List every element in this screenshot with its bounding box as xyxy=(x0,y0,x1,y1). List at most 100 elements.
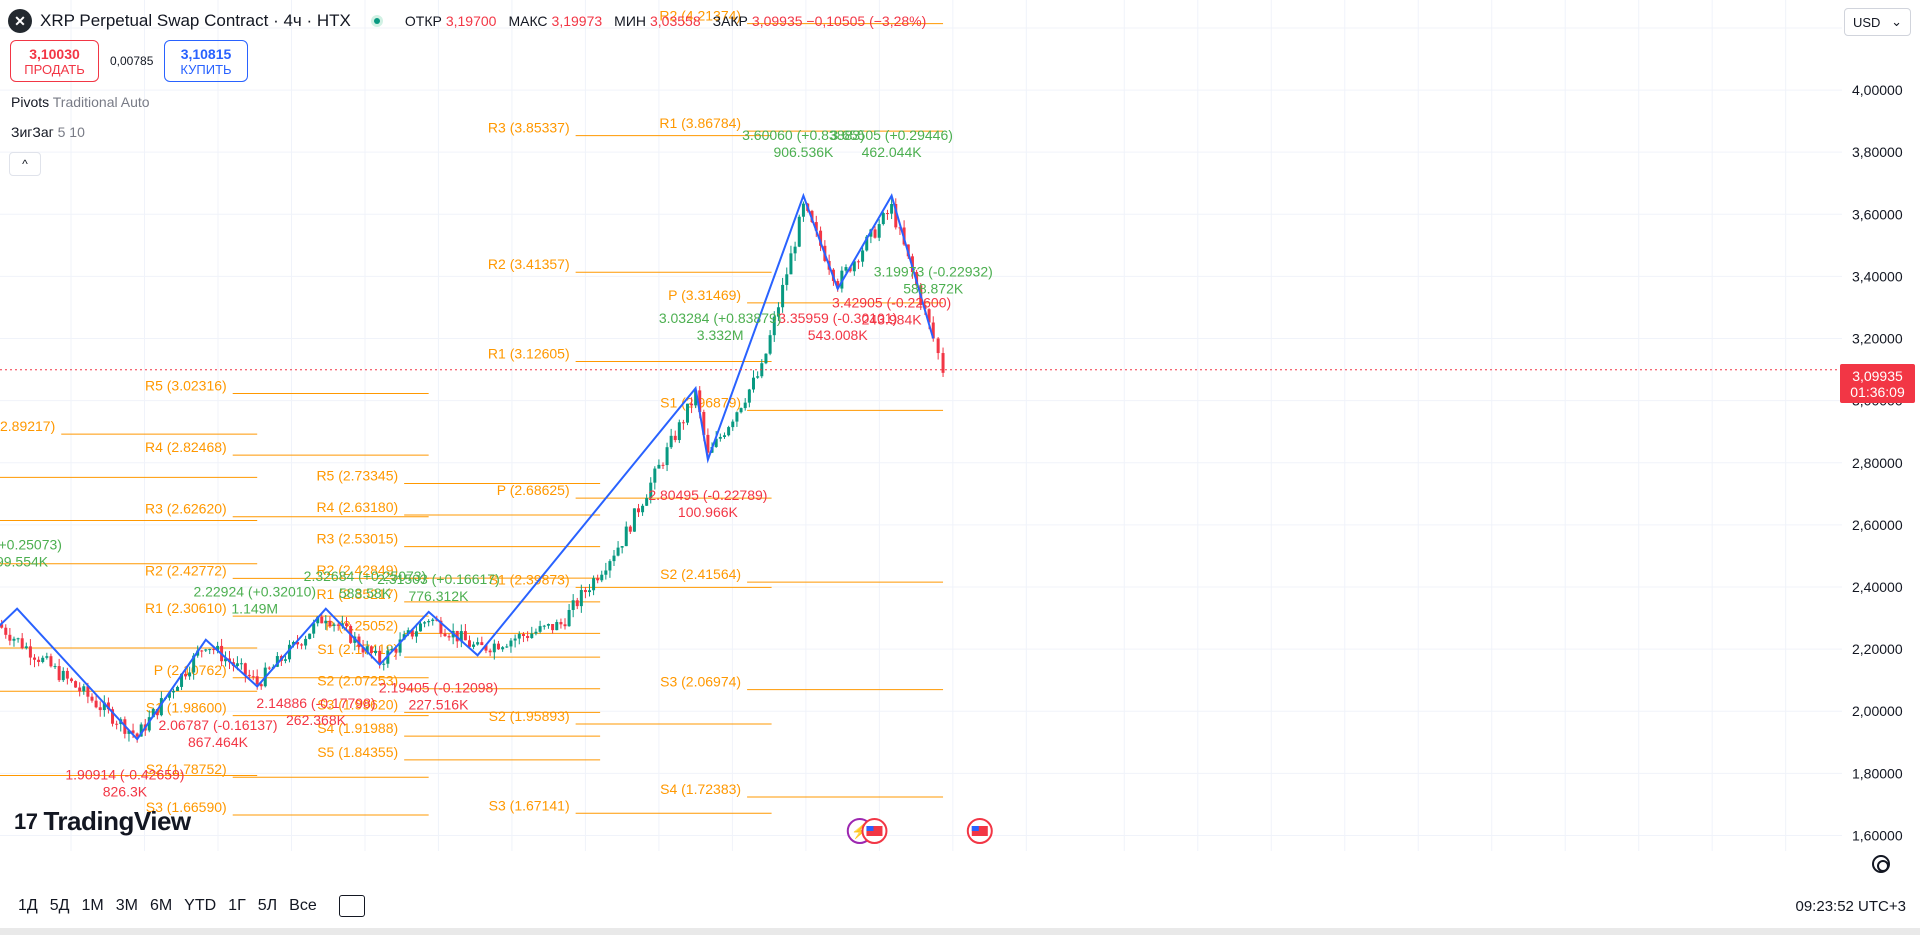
candle-up xyxy=(509,640,513,647)
currency-select[interactable]: USD ⌄ xyxy=(1844,8,1911,36)
zigzag-label: 2.19405 (-0.12098) xyxy=(379,680,498,696)
candle-up xyxy=(82,686,86,692)
candle-up xyxy=(764,353,768,364)
sell-button[interactable]: 3,10030 ПРОДАТЬ xyxy=(10,40,99,82)
pivot-level-label: S3 (2.06974) xyxy=(660,674,741,690)
indicator-pivots[interactable]: Pivots Traditional Auto xyxy=(11,94,150,110)
candle-up xyxy=(665,447,669,466)
pivot-level-label: R1 (2.30610) xyxy=(145,600,227,616)
zigzag-label-volume: 588.872K xyxy=(903,280,964,296)
candle-down xyxy=(336,624,340,626)
candle-down xyxy=(49,656,53,667)
candle-up xyxy=(224,658,228,662)
chart-plot-area[interactable]: R5 (2.89217)R4 (2.75306)R3 (2.61395)R2 (… xyxy=(0,0,1842,854)
candle-up xyxy=(571,600,575,610)
candle-up xyxy=(505,646,509,648)
xrp-symbol-icon[interactable]: ✕ xyxy=(8,9,32,33)
candle-up xyxy=(881,213,885,225)
range-button[interactable]: 3М xyxy=(115,897,138,914)
pivot-level-label: P (2.25052) xyxy=(325,617,398,633)
market-open-icon xyxy=(370,15,383,27)
candle-up xyxy=(159,698,163,716)
zigzag-label: 2.80495 (-0.22789) xyxy=(648,487,767,503)
indicator-zigzag[interactable]: ЗигЗаг 5 10 xyxy=(11,124,85,140)
tradingview-logo[interactable]: 17 TradingView xyxy=(14,806,191,837)
pivot-level-label: S2 (1.78752) xyxy=(146,761,227,777)
pivot-level-label: P (2.68625) xyxy=(497,482,570,498)
candle-down xyxy=(628,526,632,532)
candle-down xyxy=(706,434,710,453)
price-tick-label: 3,20000 xyxy=(1852,331,1903,347)
candle-up xyxy=(171,690,175,693)
pivot-level-label: R1 (3.86784) xyxy=(659,115,741,131)
clock[interactable]: 09:23:52 UTC+3 xyxy=(1795,897,1907,915)
spread-value: 0,00785 xyxy=(110,54,154,68)
gear-icon[interactable] xyxy=(1872,855,1890,873)
zigzag-label: 3.19973 (-0.22932) xyxy=(874,263,993,279)
candle-down xyxy=(927,309,931,323)
candle-up xyxy=(382,663,386,665)
candle-up xyxy=(722,435,726,437)
candle-down xyxy=(86,686,90,697)
candle-down xyxy=(69,678,73,682)
candle-up xyxy=(776,307,780,317)
candle-down xyxy=(941,353,945,373)
ohlc-close-value: 3,09935 −0,10505 (−3,28%) xyxy=(751,13,927,29)
candle-up xyxy=(785,274,789,285)
price-tick-label: 2,20000 xyxy=(1852,641,1903,657)
pivot-level-label: R3 (2.62620) xyxy=(145,501,227,517)
price-chart[interactable]: R5 (2.89217)R4 (2.75306)R3 (2.61395)R2 (… xyxy=(0,0,1842,854)
candle-down xyxy=(74,681,78,688)
candle-down xyxy=(94,700,98,708)
candle-down xyxy=(488,650,492,653)
candle-up xyxy=(645,498,649,506)
range-button[interactable]: 5Л xyxy=(257,897,278,914)
candle-down xyxy=(300,644,304,646)
price-tick-label: 4,00000 xyxy=(1852,82,1903,98)
range-button[interactable]: 1Г xyxy=(228,897,246,914)
candle-up xyxy=(801,203,805,217)
candle-up xyxy=(592,578,596,591)
range-button[interactable]: Все xyxy=(289,897,317,914)
pivot-level-label: P (2.10762) xyxy=(154,662,227,678)
range-button[interactable]: YTD xyxy=(184,897,217,914)
zigzag-params: 5 10 xyxy=(57,124,85,140)
candle-down xyxy=(814,222,818,231)
candle-down xyxy=(320,616,324,624)
candle-down xyxy=(936,338,940,354)
candle-up xyxy=(204,649,208,651)
chart-title[interactable]: XRP Perpetual Swap Contract · 4ч · HTX xyxy=(40,11,351,30)
candle-up xyxy=(304,638,308,646)
candle-down xyxy=(0,624,4,628)
candle-down xyxy=(819,230,823,246)
candle-up xyxy=(235,663,239,666)
candle-down xyxy=(410,630,414,637)
candle-down xyxy=(106,702,110,710)
range-button[interactable]: 1М xyxy=(81,897,104,914)
price-axis[interactable]: 1,60000 1,80000 2,00000 2,20000 2,40000 2,600… xyxy=(1842,0,1920,854)
candle-up xyxy=(588,590,592,593)
candle-up xyxy=(861,250,865,262)
candle-up xyxy=(616,547,620,556)
candle-up xyxy=(890,204,894,214)
candle-down xyxy=(673,435,677,441)
pivot-level-label: S4 (1.72383) xyxy=(660,781,741,797)
buy-button[interactable]: 3,10815 КУПИТЬ xyxy=(164,40,248,82)
range-button[interactable]: 5Д xyxy=(49,897,70,914)
candle-up xyxy=(239,663,243,665)
candle-up xyxy=(418,623,422,632)
collapse-legend-button[interactable]: ^ xyxy=(9,152,41,176)
range-button[interactable]: 1Д xyxy=(18,897,38,914)
range-button[interactable]: 6М xyxy=(149,897,173,914)
candle-down xyxy=(690,403,694,406)
candle-up xyxy=(530,633,534,639)
candle-up xyxy=(332,624,336,626)
candle-down xyxy=(551,624,555,631)
candle-down xyxy=(57,666,61,681)
candle-up xyxy=(180,673,184,687)
candle-down xyxy=(394,648,398,653)
pivot-level-label: R5 (3.02316) xyxy=(145,377,227,393)
candle-up xyxy=(694,390,698,406)
zigzag-label-volume: 906.536K xyxy=(773,144,834,160)
calendar-icon[interactable] xyxy=(338,895,365,917)
